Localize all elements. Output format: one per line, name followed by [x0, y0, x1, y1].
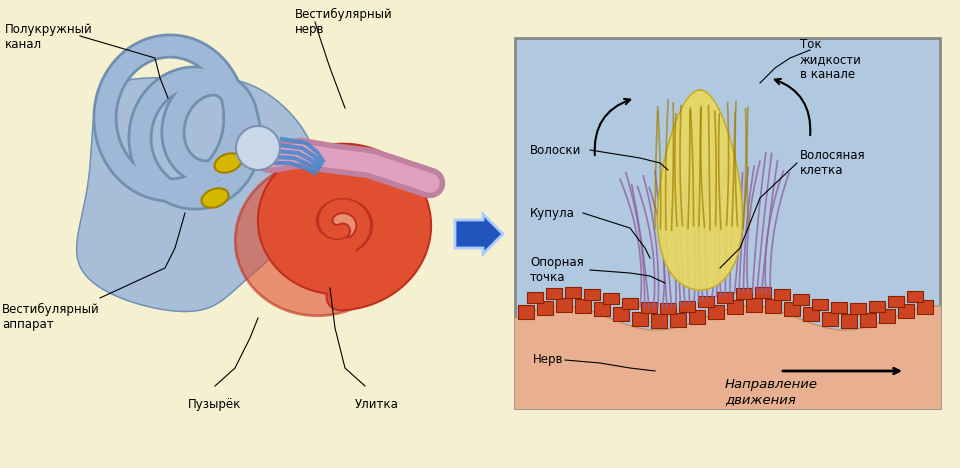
Bar	[518, 305, 534, 319]
Polygon shape	[658, 90, 742, 290]
Ellipse shape	[214, 154, 242, 173]
Bar	[803, 307, 819, 322]
Text: Направление
движения: Направление движения	[725, 378, 818, 406]
Bar	[708, 305, 724, 319]
Text: Вестибулярный
аппарат: Вестибулярный аппарат	[2, 303, 100, 331]
Bar	[515, 38, 940, 408]
Bar	[594, 302, 610, 316]
Text: Опорная
точка: Опорная точка	[530, 256, 584, 284]
Bar	[879, 309, 895, 323]
Bar	[793, 294, 809, 305]
Text: Улитка: Улитка	[355, 398, 398, 411]
Bar	[698, 296, 714, 307]
Bar	[603, 293, 619, 304]
Bar	[755, 287, 771, 298]
Bar	[888, 296, 904, 307]
Ellipse shape	[235, 160, 405, 316]
Bar	[556, 298, 572, 312]
Bar	[546, 288, 562, 299]
Bar	[812, 299, 828, 310]
Bar	[727, 300, 743, 314]
Text: Волосяная
клетка: Волосяная клетка	[800, 149, 866, 177]
Bar	[869, 300, 885, 312]
Bar	[917, 300, 933, 314]
Bar	[689, 310, 705, 324]
Bar	[784, 302, 800, 316]
Text: Пузырёк: Пузырёк	[188, 398, 241, 411]
Bar	[831, 302, 847, 313]
FancyArrow shape	[455, 214, 503, 254]
Bar	[746, 298, 762, 312]
Bar	[841, 314, 857, 328]
Bar	[584, 289, 600, 300]
Bar	[765, 299, 781, 313]
Bar	[651, 314, 667, 328]
Bar	[632, 312, 648, 326]
Bar	[736, 288, 752, 299]
Bar	[907, 291, 923, 302]
Text: Ток
жидкости
в канале: Ток жидкости в канале	[800, 38, 862, 81]
Bar	[850, 303, 866, 314]
Ellipse shape	[202, 188, 228, 208]
Bar	[660, 303, 676, 314]
Bar	[565, 287, 581, 298]
Bar	[774, 289, 790, 300]
Text: Нерв: Нерв	[533, 353, 564, 366]
Text: Вестибулярный
нерв: Вестибулярный нерв	[295, 8, 393, 36]
Bar	[575, 299, 591, 313]
Text: Полукружный
канал: Полукружный канал	[5, 23, 93, 51]
Circle shape	[236, 126, 280, 170]
Bar	[622, 298, 638, 309]
Text: Купула: Купула	[530, 206, 575, 219]
Bar	[679, 301, 695, 312]
Bar	[670, 313, 686, 327]
Bar	[527, 292, 543, 303]
Bar	[537, 300, 553, 314]
Polygon shape	[77, 78, 318, 312]
Bar	[717, 292, 733, 302]
Bar	[641, 302, 657, 313]
Bar	[822, 312, 838, 326]
Bar	[860, 313, 876, 327]
Bar	[613, 307, 629, 321]
Text: Волоски: Волоски	[530, 144, 582, 156]
Bar	[898, 304, 914, 318]
